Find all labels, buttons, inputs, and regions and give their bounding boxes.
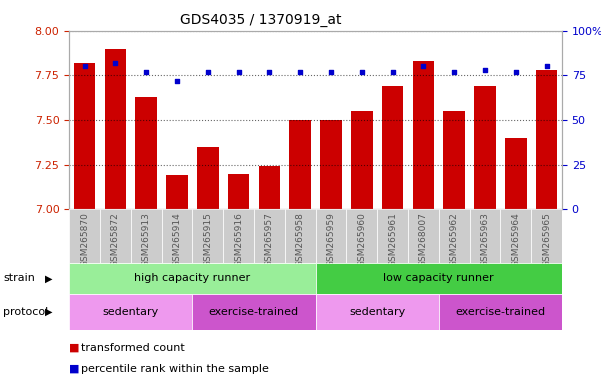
Text: GSM265870: GSM265870 xyxy=(80,212,89,267)
Bar xyxy=(474,86,496,209)
Bar xyxy=(439,294,562,330)
Text: low capacity runner: low capacity runner xyxy=(383,273,494,283)
Bar xyxy=(192,209,223,263)
Point xyxy=(203,69,213,75)
Point xyxy=(264,69,274,75)
Text: GSM265915: GSM265915 xyxy=(203,212,212,267)
Bar xyxy=(162,209,192,263)
Bar xyxy=(254,209,285,263)
Bar xyxy=(408,209,439,263)
Bar xyxy=(320,120,342,209)
Point xyxy=(388,69,397,75)
Text: exercise-trained: exercise-trained xyxy=(209,307,299,317)
Bar xyxy=(135,97,157,209)
Bar xyxy=(69,209,100,263)
Bar xyxy=(412,61,434,209)
Bar xyxy=(228,174,249,209)
Text: GSM265916: GSM265916 xyxy=(234,212,243,267)
Point xyxy=(511,69,520,75)
Bar xyxy=(316,294,439,330)
Point xyxy=(480,67,490,73)
Point xyxy=(450,69,459,75)
Point xyxy=(326,69,336,75)
Bar xyxy=(197,147,219,209)
Point xyxy=(111,60,120,66)
Text: exercise-trained: exercise-trained xyxy=(456,307,545,317)
Bar xyxy=(351,111,373,209)
Text: ■: ■ xyxy=(69,364,79,374)
Bar xyxy=(382,86,403,209)
Point xyxy=(295,69,305,75)
Text: ▶: ▶ xyxy=(45,273,52,283)
Bar xyxy=(166,175,188,209)
Text: sedentary: sedentary xyxy=(103,307,159,317)
Bar xyxy=(444,111,465,209)
Bar xyxy=(501,209,531,263)
Text: GSM265963: GSM265963 xyxy=(480,212,489,267)
Text: GDS4035 / 1370919_at: GDS4035 / 1370919_at xyxy=(180,13,342,27)
Text: GSM265962: GSM265962 xyxy=(450,212,459,267)
Text: GSM265958: GSM265958 xyxy=(296,212,305,267)
Text: GSM265914: GSM265914 xyxy=(172,212,182,267)
Text: GSM268007: GSM268007 xyxy=(419,212,428,267)
Text: strain: strain xyxy=(3,273,35,283)
Bar xyxy=(69,294,192,330)
Bar xyxy=(69,263,316,294)
Text: GSM265872: GSM265872 xyxy=(111,212,120,267)
Text: ■: ■ xyxy=(69,343,79,353)
Text: GSM265961: GSM265961 xyxy=(388,212,397,267)
Bar xyxy=(285,209,316,263)
Point xyxy=(172,78,182,84)
Point xyxy=(80,63,90,70)
Text: percentile rank within the sample: percentile rank within the sample xyxy=(81,364,269,374)
Bar xyxy=(346,209,377,263)
Text: ▶: ▶ xyxy=(45,307,52,317)
Bar xyxy=(131,209,162,263)
Text: GSM265964: GSM265964 xyxy=(511,212,520,267)
Text: GSM265965: GSM265965 xyxy=(542,212,551,267)
Text: GSM265957: GSM265957 xyxy=(265,212,274,267)
Bar xyxy=(377,209,408,263)
Point xyxy=(234,69,243,75)
Bar xyxy=(192,294,316,330)
Bar xyxy=(531,209,562,263)
Bar xyxy=(258,166,280,209)
Text: transformed count: transformed count xyxy=(81,343,185,353)
Bar xyxy=(535,70,557,209)
Text: GSM265913: GSM265913 xyxy=(142,212,151,267)
Text: protocol: protocol xyxy=(3,307,48,317)
Bar xyxy=(74,63,96,209)
Bar xyxy=(316,209,346,263)
Text: GSM265959: GSM265959 xyxy=(326,212,335,267)
Bar xyxy=(100,209,131,263)
Bar xyxy=(439,209,469,263)
Text: sedentary: sedentary xyxy=(349,307,405,317)
Bar xyxy=(505,138,526,209)
Bar xyxy=(316,263,562,294)
Bar xyxy=(289,120,311,209)
Bar xyxy=(223,209,254,263)
Text: GSM265960: GSM265960 xyxy=(357,212,366,267)
Text: high capacity runner: high capacity runner xyxy=(134,273,251,283)
Point xyxy=(357,69,367,75)
Point xyxy=(141,69,151,75)
Bar xyxy=(105,48,126,209)
Point xyxy=(418,63,428,70)
Point xyxy=(542,63,551,70)
Bar xyxy=(469,209,501,263)
